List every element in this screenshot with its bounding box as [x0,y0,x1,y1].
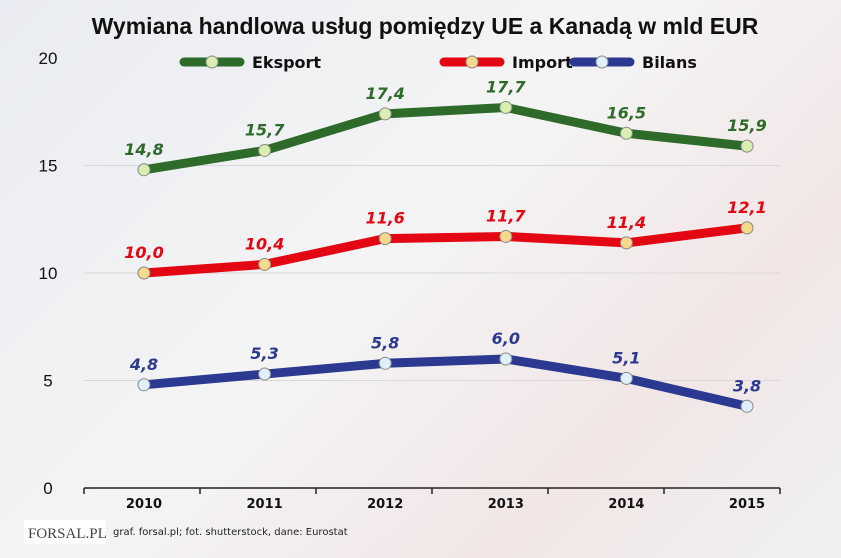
legend-marker [595,55,609,69]
source-note: graf. forsal.pl; fot. shutterstock, dane… [113,527,348,538]
data-label: 5,3 [250,344,278,363]
data-point [137,378,151,392]
x-tick-label: 2015 [729,497,765,512]
legend-label: Bilans [642,53,697,72]
logo [24,520,106,544]
data-point [619,236,633,250]
legend-marker [465,55,479,69]
series-line-bilans [139,354,752,411]
data-point [499,229,513,243]
x-tick-label: 2011 [247,497,283,512]
data-point [499,100,513,114]
data-label: 11,6 [365,209,404,228]
data-label: 17,4 [365,84,404,103]
y-tick-label: 15 [39,157,58,176]
data-label: 11,7 [486,206,526,225]
legend-marker [205,55,219,69]
data-point [619,371,633,385]
data-point [258,143,272,157]
x-tick-label: 2014 [608,497,644,512]
y-tick-label: 10 [39,264,58,283]
legend-label: Import [512,53,573,72]
data-point [137,163,151,177]
data-point [378,232,392,246]
y-tick-label: 20 [39,49,58,68]
data-point [619,126,633,140]
y-tick-label: 5 [43,372,52,391]
data-label: 5,8 [371,333,399,352]
data-label: 15,9 [727,116,766,135]
data-point [258,367,272,381]
data-point [740,139,754,153]
data-label: 14,8 [124,140,163,159]
series-line-eksport [139,102,752,175]
data-point [499,352,513,366]
x-tick-label: 2013 [488,497,524,512]
data-label: 5,1 [612,348,640,367]
y-tick-label: 0 [43,479,52,498]
data-point [258,257,272,271]
data-point [378,107,392,121]
x-tick-label: 2012 [367,497,403,512]
data-label: 11,4 [607,213,646,232]
logo-text: FORSAL.PL [28,526,107,542]
data-label: 4,8 [129,355,158,374]
data-label: 10,0 [124,243,163,262]
data-label: 6,0 [492,329,520,348]
x-tick-label: 2010 [126,497,162,512]
data-point [137,266,151,280]
data-label: 16,5 [607,103,646,122]
legend-label: Eksport [252,53,321,72]
data-label: 10,4 [245,234,284,253]
data-point [378,356,392,370]
data-label: 15,7 [245,120,285,139]
data-label: 3,8 [733,376,761,395]
chart-title: Wymiana handlowa usług pomiędzy UE a Kan… [92,13,759,39]
data-label: 17,7 [486,77,526,96]
data-point [740,399,754,413]
data-point [740,221,754,235]
data-label: 12,1 [727,198,766,217]
series-line-import [139,223,752,278]
